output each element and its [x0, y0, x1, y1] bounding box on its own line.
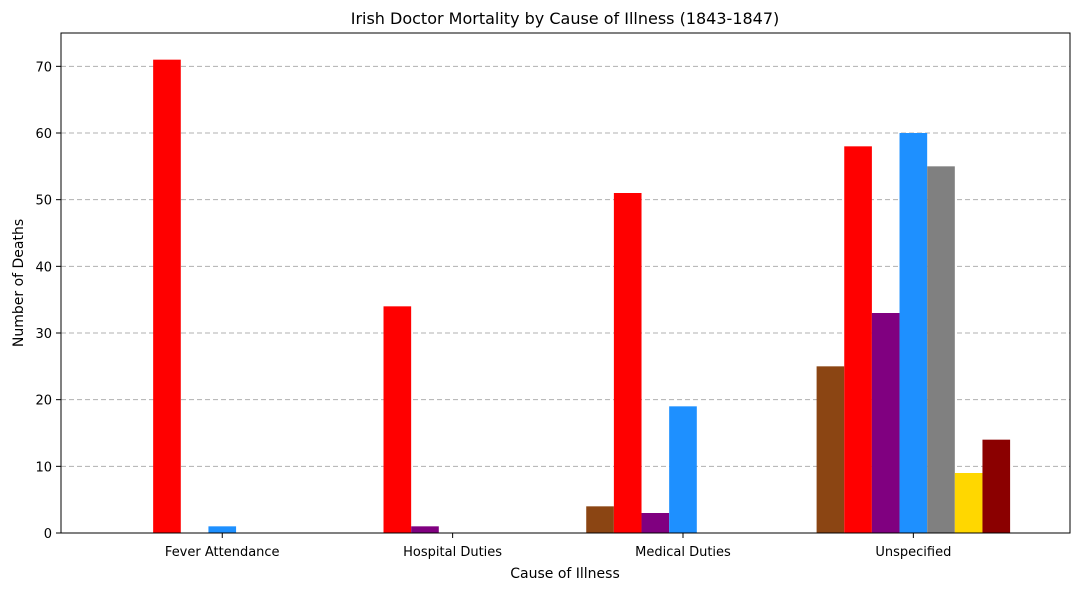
bar [383, 306, 412, 533]
bar [927, 166, 955, 534]
bar [954, 473, 983, 533]
bar [613, 193, 642, 533]
bar [844, 146, 872, 534]
bar [871, 313, 900, 533]
x-tick-label: Medical Duties [635, 545, 731, 560]
bar [982, 439, 1011, 533]
y-tick-label: 70 [35, 60, 52, 75]
x-tick-label: Hospital Duties [403, 545, 502, 560]
bar [411, 526, 439, 533]
bars [153, 59, 1011, 534]
y-tick-label: 30 [35, 327, 52, 342]
bar [899, 133, 928, 533]
y-tick-label: 0 [44, 527, 52, 542]
bar [586, 506, 614, 533]
y-axis-label: Number of Deaths [11, 219, 27, 347]
bar [208, 526, 237, 533]
x-tick-label: Unspecified [875, 545, 951, 560]
gridlines [61, 65, 1070, 467]
plot-frame [60, 32, 1071, 534]
y-tick-label: 20 [35, 394, 52, 409]
y-tick-label: 50 [35, 194, 52, 209]
bar [669, 406, 697, 533]
chart-title: Irish Doctor Mortality by Cause of Illne… [351, 9, 780, 28]
bar [816, 366, 845, 533]
x-axis-label: Cause of Illness [510, 566, 620, 582]
y-axis-ticks: 0 10 20 30 40 50 60 70 [35, 60, 61, 542]
bar [641, 513, 670, 533]
y-tick-label: 10 [35, 460, 52, 475]
x-tick-label: Fever Attendance [165, 545, 280, 560]
x-axis-ticks: Fever Attendance Hospital Duties Medical D… [165, 533, 951, 560]
y-tick-label: 40 [35, 260, 52, 275]
y-tick-label: 60 [35, 127, 52, 142]
bar [153, 59, 181, 534]
